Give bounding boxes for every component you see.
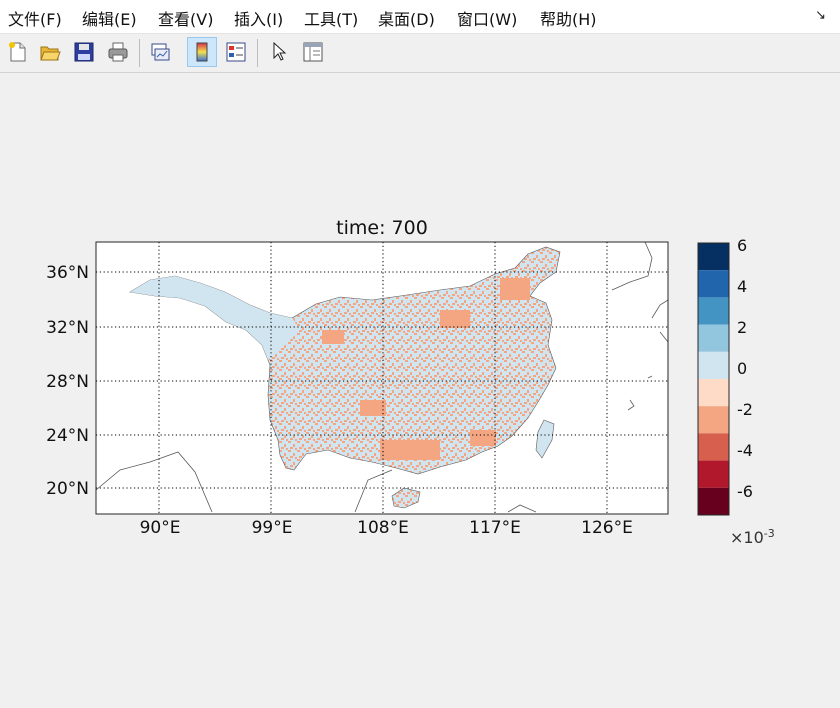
figure-canvas: time: 700 bbox=[0, 73, 840, 704]
colorbar-bin bbox=[698, 487, 729, 515]
print-icon bbox=[108, 42, 128, 62]
figure-toolbar bbox=[0, 34, 840, 73]
colorbar-tick-label: -2 bbox=[737, 400, 753, 419]
colorbar-tick-label: 6 bbox=[737, 236, 747, 255]
plot-title: time: 700 bbox=[336, 217, 428, 239]
menu-tools[interactable]: 工具(T) bbox=[304, 10, 359, 29]
plateau-region bbox=[130, 276, 300, 360]
insert-legend-button[interactable] bbox=[221, 37, 251, 67]
lon-label: 108°E bbox=[357, 518, 409, 538]
print-button[interactable] bbox=[103, 37, 133, 67]
menu-window[interactable]: 窗口(W) bbox=[457, 10, 518, 29]
menu-view[interactable]: 查看(V) bbox=[158, 10, 214, 29]
colorbar-bin bbox=[698, 324, 729, 352]
toolbar-separator bbox=[257, 39, 258, 67]
colorbar-bin bbox=[698, 270, 729, 298]
link-plot-icon bbox=[151, 43, 170, 61]
colorbar-tick-label: 4 bbox=[737, 277, 747, 296]
axes-frame bbox=[95, 241, 669, 515]
insert-legend-icon bbox=[226, 42, 246, 62]
lon-label: 99°E bbox=[252, 518, 293, 538]
edit-plot-button[interactable] bbox=[264, 37, 294, 67]
colorbar[interactable] bbox=[697, 242, 730, 516]
colorbar-bin bbox=[698, 297, 729, 325]
save-button[interactable] bbox=[69, 37, 99, 67]
colorbar-bin bbox=[698, 379, 729, 407]
menu-edit[interactable]: 编辑(E) bbox=[82, 10, 137, 29]
colorbar-bin bbox=[698, 433, 729, 461]
map-figure: time: 700 bbox=[46, 217, 775, 547]
coastline bbox=[651, 299, 668, 343]
lat-label: 20°N bbox=[46, 479, 89, 499]
anomaly-patch bbox=[440, 310, 470, 328]
toolbar-separator bbox=[139, 39, 140, 67]
menu-insert[interactable]: 插入(I) bbox=[234, 10, 284, 29]
coastline bbox=[647, 375, 653, 379]
lat-label: 36°N bbox=[46, 263, 89, 283]
menu-help[interactable]: 帮助(H) bbox=[540, 10, 597, 29]
open-button[interactable] bbox=[35, 37, 65, 67]
colorbar-frame bbox=[697, 242, 730, 516]
colorbar-bin bbox=[698, 460, 729, 488]
colorbar-bin bbox=[698, 351, 729, 379]
coastline bbox=[354, 469, 393, 513]
taiwan-island bbox=[535, 419, 555, 459]
open-folder-icon bbox=[40, 46, 61, 61]
lon-label: 90°E bbox=[140, 518, 181, 538]
colorbar-bin bbox=[698, 406, 729, 434]
dock-arrow-icon[interactable]: ↘ bbox=[815, 8, 826, 23]
save-icon bbox=[74, 42, 94, 62]
colorbar-tick-label: 0 bbox=[737, 359, 747, 378]
link-plot-button[interactable] bbox=[145, 37, 175, 67]
lon-label: 117°E bbox=[469, 518, 521, 538]
colorbar-bin bbox=[698, 243, 729, 271]
lat-label: 28°N bbox=[46, 372, 89, 392]
colorbar-exponent: ×10-3 bbox=[730, 527, 775, 547]
new-file-button[interactable] bbox=[3, 37, 33, 67]
lat-label: 24°N bbox=[46, 426, 89, 446]
property-inspector-icon bbox=[303, 42, 323, 62]
menu-file[interactable]: 文件(F) bbox=[8, 10, 62, 29]
insert-colorbar-button[interactable] bbox=[187, 37, 217, 67]
colorbar-tick-label: -6 bbox=[737, 482, 753, 501]
lon-label: 126°E bbox=[581, 518, 633, 538]
property-inspector-button[interactable] bbox=[298, 37, 328, 67]
border-line bbox=[96, 451, 213, 513]
lat-label: 32°N bbox=[46, 318, 89, 338]
colorbar-tick-label: 2 bbox=[737, 318, 747, 337]
colorbar-tick-label: -4 bbox=[737, 441, 753, 460]
anomaly-patch bbox=[470, 430, 496, 446]
coastline bbox=[507, 504, 537, 513]
anomaly-patch bbox=[322, 330, 344, 344]
menu-bar: 文件(F) 编辑(E) 查看(V) 插入(I) 工具(T) 桌面(D) 窗口(W… bbox=[0, 0, 840, 34]
coastline bbox=[611, 242, 653, 291]
coastline bbox=[627, 399, 635, 411]
new-file-icon bbox=[9, 42, 26, 62]
menu-desktop[interactable]: 桌面(D) bbox=[378, 10, 435, 29]
anomaly-patch bbox=[360, 400, 386, 416]
anomaly-patch bbox=[500, 278, 530, 300]
graticule bbox=[96, 242, 668, 514]
insert-colorbar-icon bbox=[196, 42, 208, 62]
anomaly-patch bbox=[380, 440, 440, 460]
pointer-icon bbox=[273, 41, 287, 61]
